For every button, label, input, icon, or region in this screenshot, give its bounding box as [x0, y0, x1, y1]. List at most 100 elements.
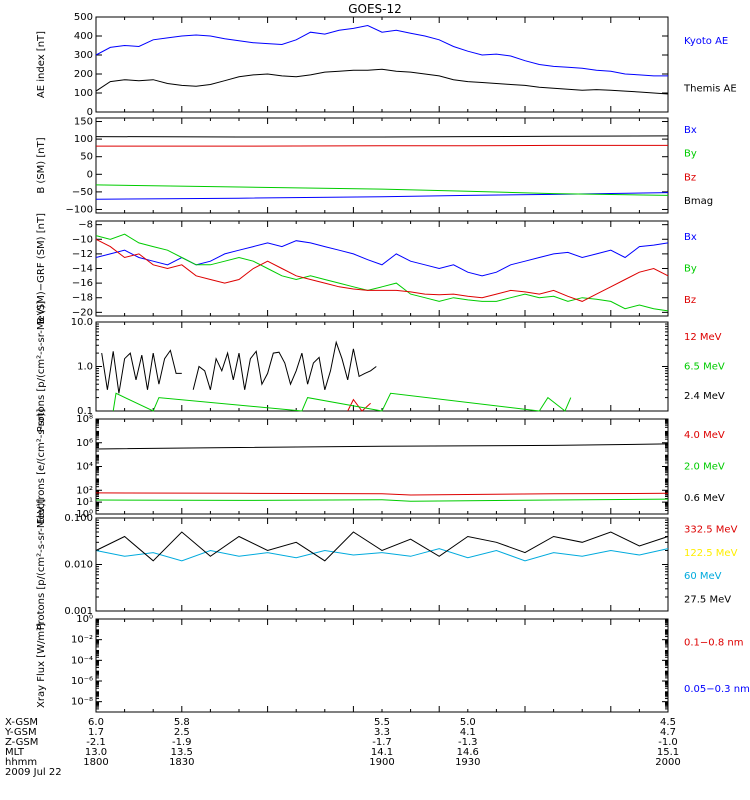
legend-label-bsm-1: By — [684, 149, 697, 160]
series-line-ae-0 — [95, 24, 668, 77]
ytick-label-electrons: 10¹ — [76, 497, 93, 508]
xaxis-row-value: 5.0 — [460, 717, 476, 728]
series-line-bdiff-2 — [95, 238, 669, 302]
legend-label-bdiff-2: Bz — [684, 295, 696, 306]
ytick-label-protons2: 0.001 — [64, 606, 93, 617]
xaxis-row-value: 1830 — [169, 757, 194, 768]
ytick-label-bsm: 50 — [80, 152, 93, 163]
xaxis-row-value: 13.0 — [85, 747, 107, 758]
xaxis-row-value: 4.5 — [660, 717, 676, 728]
legend-label-protons2-2: 60 MeV — [684, 571, 722, 582]
ylabel-protons2: Protons [p/(cm²-s-sr-MeV)] — [36, 499, 47, 631]
ytick-label-bdiff: −18 — [72, 293, 93, 304]
series-line-electrons-0 — [95, 492, 669, 496]
figure-title: GOES-12 — [348, 2, 402, 16]
ytick-label-electrons: 10⁸ — [76, 414, 93, 425]
ytick-label-bdiff: −8 — [78, 220, 93, 231]
ytick-label-bdiff: −10 — [72, 234, 93, 245]
legend-label-protons2-1: 122.5 MeV — [684, 548, 738, 559]
legend-label-protons1-0: 12 MeV — [684, 332, 722, 343]
xaxis-row-value: -1.0 — [658, 737, 678, 748]
ylabel-xray: Xray Flux [W/m²] — [36, 623, 47, 708]
xaxis-row-value: 1900 — [369, 757, 394, 768]
ytick-label-protons2: 0.100 — [64, 513, 93, 524]
xaxis-row-value: 2000 — [655, 757, 680, 768]
legend-label-bsm-3: Bmag — [684, 196, 713, 207]
ytick-label-ae: 300 — [74, 50, 93, 61]
ylabel-protons1: Protons [p/(cm²-s-sr-MeV)] — [36, 301, 47, 433]
ylabel-electrons: Electrons [e/(cm²-s-sr)] — [36, 409, 47, 525]
legend-label-xray-0: 0.1−0.8 nm — [684, 637, 743, 648]
xaxis-row-value: 14.6 — [457, 747, 479, 758]
xaxis-row-value: 3.3 — [374, 727, 390, 738]
series-line-bsm-1 — [95, 184, 669, 196]
panel-frame-xray — [95, 618, 669, 713]
ytick-label-bdiff: −12 — [72, 249, 93, 260]
xaxis-row-value: 14.1 — [371, 747, 393, 758]
ytick-label-protons1: 1.0 — [77, 362, 93, 373]
xaxis-row-value: 15.1 — [657, 747, 679, 758]
ytick-label-electrons: 10² — [76, 485, 93, 496]
ytick-label-ae: 400 — [74, 31, 93, 42]
xaxis-row-value: 6.0 — [88, 717, 104, 728]
ytick-label-protons1: 10.0 — [71, 317, 93, 328]
ytick-label-xray: 10⁻² — [71, 635, 93, 646]
ytick-label-bsm: −50 — [72, 187, 93, 198]
legend-label-bsm-2: Bz — [684, 172, 696, 183]
legend-label-ae-1: Themis AE — [683, 83, 737, 94]
ytick-label-xray: 10⁻⁸ — [71, 697, 93, 708]
ytick-label-xray: 10⁰ — [76, 614, 93, 625]
series-line-bsm-3 — [95, 135, 669, 138]
ytick-label-bdiff: −14 — [72, 264, 93, 275]
ytick-label-bsm: 100 — [74, 134, 93, 145]
xaxis-row-label: Y-GSM — [4, 727, 37, 738]
ylabel-ae: AE index [nT] — [36, 31, 47, 98]
legend-label-protons1-2: 2.4 MeV — [684, 391, 725, 402]
series-line-protons1-2 — [101, 340, 377, 394]
legend-label-ae-0: Kyoto AE — [684, 36, 728, 47]
ytick-label-electrons: 10⁴ — [76, 462, 93, 473]
legend-label-electrons-0: 4.0 MeV — [684, 430, 725, 441]
series-line-protons2-3 — [95, 531, 669, 562]
legend-label-protons2-0: 332.5 MeV — [684, 525, 738, 536]
xaxis-row-label: Z-GSM — [5, 737, 38, 748]
xaxis-row-value: 5.8 — [174, 717, 190, 728]
legend-label-bsm-0: Bx — [684, 125, 697, 136]
ytick-label-ae: 100 — [74, 88, 93, 99]
series-line-bdiff-1 — [95, 233, 669, 312]
xaxis-row-label: hhmm — [5, 757, 37, 768]
series-line-protons1-1 — [112, 392, 572, 412]
ytick-label-protons2: 0.010 — [64, 560, 93, 571]
xaxis-row-value: 1800 — [83, 757, 108, 768]
legend-label-electrons-2: 0.6 MeV — [684, 493, 725, 504]
legend-label-xray-1: 0.05−0.3 nm — [684, 684, 750, 695]
ytick-label-electrons: 10⁰ — [76, 509, 93, 520]
series-line-protons2-2 — [95, 548, 669, 562]
xaxis-row-value: 2.5 — [174, 727, 190, 738]
ytick-label-bsm: −100 — [66, 204, 93, 215]
ytick-label-bsm: 0 — [87, 169, 93, 180]
ytick-label-ae: 200 — [74, 69, 93, 80]
ylabel-bsm: B (SM) [nT] — [36, 137, 47, 193]
xaxis-date: 2009 Jul 22 — [5, 767, 62, 778]
legend-label-protons1-1: 6.5 MeV — [684, 362, 725, 373]
legend-label-bdiff-0: Bx — [684, 232, 697, 243]
ytick-label-bsm: 150 — [74, 117, 93, 128]
series-line-electrons-1 — [95, 498, 669, 502]
xaxis-row-label: MLT — [5, 747, 25, 758]
panel-frame-ae — [95, 16, 669, 113]
series-line-electrons-2 — [95, 443, 669, 450]
ytick-label-electrons: 10⁶ — [76, 438, 93, 449]
xaxis-row-label: X-GSM — [5, 717, 38, 728]
legend-label-protons2-3: 27.5 MeV — [684, 594, 731, 605]
panel-frame-protons1 — [95, 321, 669, 412]
xaxis-row-value: 1.7 — [88, 727, 104, 738]
ylabel-bdiff: B (SM)−GRF (SM) [nT] — [36, 213, 47, 324]
xaxis-row-value: -1.7 — [372, 737, 392, 748]
xaxis-row-value: 13.5 — [171, 747, 193, 758]
xaxis-row-value: 4.1 — [460, 727, 476, 738]
series-line-ae-1 — [95, 68, 669, 95]
xaxis-row-value: -2.1 — [86, 737, 106, 748]
